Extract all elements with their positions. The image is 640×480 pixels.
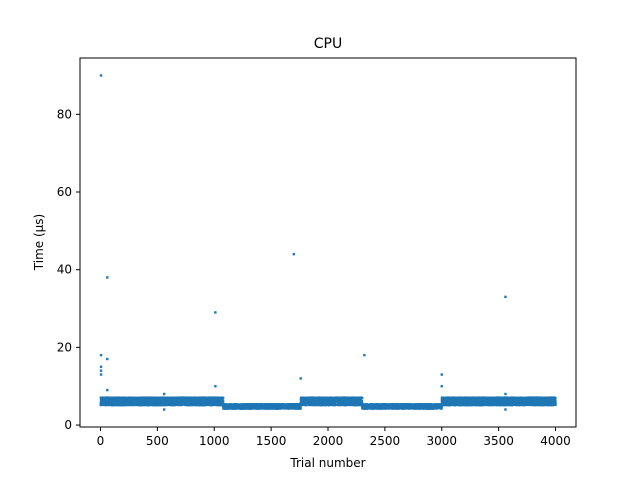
data-point (554, 397, 556, 399)
x-tick-label: 500 (146, 434, 169, 448)
x-tick-label: 1000 (199, 434, 230, 448)
x-tick-label: 0 (97, 434, 105, 448)
x-tick-label: 3500 (483, 434, 514, 448)
data-point (293, 253, 295, 255)
y-tick-label: 40 (57, 263, 72, 277)
x-axis-label: Trial number (289, 456, 365, 470)
data-point (100, 74, 102, 76)
x-tick-label: 2500 (370, 434, 401, 448)
data-point (100, 373, 102, 375)
chart-title: CPU (314, 36, 342, 52)
y-axis-label: Time (µs) (32, 214, 46, 271)
data-point (106, 389, 108, 391)
data-point (214, 385, 216, 387)
data-point (222, 397, 224, 399)
data-point (554, 402, 556, 404)
x-tick-label: 1500 (256, 434, 287, 448)
data-point (163, 393, 165, 395)
data-point (440, 406, 442, 408)
data-point (361, 397, 363, 399)
x-tick-label: 2000 (313, 434, 344, 448)
data-point (299, 406, 301, 408)
y-tick-label: 80 (57, 107, 72, 121)
y-tick-label: 60 (57, 185, 72, 199)
data-point (100, 354, 102, 356)
data-point (100, 369, 102, 371)
data-point (361, 400, 363, 402)
x-tick-label: 3000 (426, 434, 457, 448)
data-point (300, 377, 302, 379)
data-points (100, 74, 557, 410)
data-point (504, 296, 506, 298)
data-point (504, 408, 506, 410)
y-tick-label: 20 (57, 340, 72, 354)
data-point (106, 276, 108, 278)
plot-frame (80, 58, 576, 427)
data-point (163, 408, 165, 410)
y-tick-label: 0 (64, 418, 72, 432)
data-point (222, 400, 224, 402)
data-point (441, 385, 443, 387)
data-point (214, 311, 216, 313)
data-point (100, 366, 102, 368)
data-point (554, 400, 556, 402)
data-point (441, 373, 443, 375)
x-tick-label: 4000 (540, 434, 571, 448)
data-point (363, 354, 365, 356)
y-axis-ticks: 0 20 40 60 80 (57, 107, 80, 432)
data-point (504, 393, 506, 395)
x-axis-ticks: 0 500 1000 1500 2000 2500 3000 3500 4000 (97, 427, 571, 448)
data-point (106, 358, 108, 360)
